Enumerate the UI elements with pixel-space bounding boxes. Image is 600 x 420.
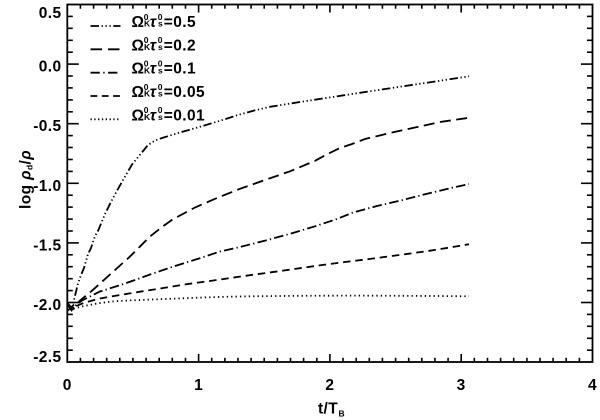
svg-text:0: 0 — [158, 82, 163, 92]
svg-text:-2.0: -2.0 — [33, 297, 61, 314]
svg-text:τ: τ — [150, 61, 157, 78]
svg-text:Ω: Ω — [132, 37, 145, 54]
svg-text:=0.2: =0.2 — [164, 37, 196, 54]
svg-text:0: 0 — [144, 35, 149, 45]
svg-text:=0.5: =0.5 — [164, 14, 196, 31]
svg-text:0: 0 — [144, 82, 149, 92]
svg-text:1: 1 — [194, 377, 203, 394]
svg-text:=0.1: =0.1 — [164, 61, 196, 78]
svg-text:log ρd/ρ: log ρd/ρ — [18, 150, 35, 209]
svg-text:4: 4 — [588, 377, 597, 394]
svg-text:Ω: Ω — [132, 14, 145, 31]
svg-text:τ: τ — [150, 37, 157, 54]
svg-text:τ: τ — [150, 84, 157, 101]
svg-text:K: K — [144, 42, 151, 52]
svg-text:0: 0 — [144, 12, 149, 22]
svg-text:s: s — [158, 112, 163, 122]
svg-text:0: 0 — [158, 59, 163, 69]
svg-text:0: 0 — [158, 105, 163, 115]
svg-text:-1.0: -1.0 — [33, 178, 61, 195]
svg-text:s: s — [158, 19, 163, 29]
svg-text:K: K — [144, 19, 151, 29]
svg-text:0: 0 — [158, 12, 163, 22]
svg-text:0: 0 — [144, 105, 149, 115]
svg-text:0: 0 — [63, 377, 72, 394]
svg-text:K: K — [144, 89, 151, 99]
svg-text:-2.5: -2.5 — [33, 349, 61, 366]
svg-text:t/T: t/T — [318, 400, 338, 417]
svg-text:0: 0 — [158, 35, 163, 45]
svg-text:s: s — [158, 65, 163, 75]
svg-text:=0.01: =0.01 — [164, 107, 205, 124]
svg-text:2: 2 — [325, 377, 334, 394]
svg-text:K: K — [144, 112, 151, 122]
svg-text:3: 3 — [457, 377, 466, 394]
svg-text:Ω: Ω — [132, 84, 145, 101]
svg-text:0.0: 0.0 — [39, 59, 62, 76]
svg-text:0: 0 — [144, 59, 149, 69]
svg-text:K: K — [144, 65, 151, 75]
svg-text:-0.5: -0.5 — [33, 118, 61, 135]
svg-text:τ: τ — [150, 14, 157, 31]
svg-text:Ω: Ω — [132, 61, 145, 78]
svg-text:τ: τ — [150, 107, 157, 124]
svg-text:s: s — [158, 89, 163, 99]
svg-text:-1.5: -1.5 — [33, 237, 61, 254]
svg-text:=0.05: =0.05 — [164, 84, 205, 101]
svg-text:0.5: 0.5 — [39, 5, 62, 22]
svg-text:s: s — [158, 42, 163, 52]
svg-text:B: B — [339, 409, 345, 419]
svg-text:Ω: Ω — [132, 107, 145, 124]
